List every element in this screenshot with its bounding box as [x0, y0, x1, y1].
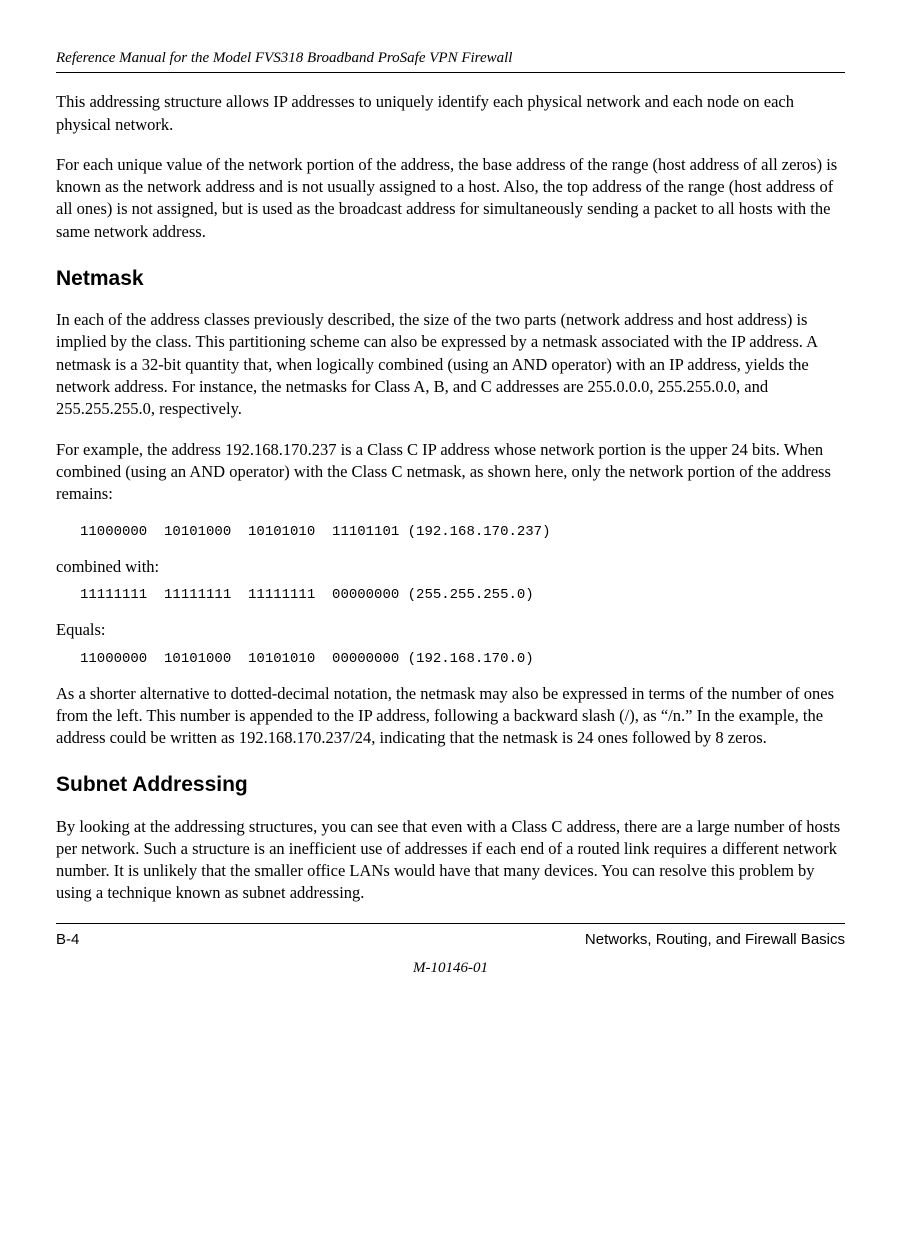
binary-example-line: 11000000 10101000 10101010 00000000 (192… — [56, 650, 845, 669]
body-paragraph: By looking at the addressing structures,… — [56, 816, 845, 905]
running-header: Reference Manual for the Model FVS318 Br… — [56, 48, 845, 68]
body-paragraph: This addressing structure allows IP addr… — [56, 91, 845, 136]
binary-example-line: 11000000 10101000 10101010 11101101 (192… — [56, 523, 845, 542]
header-rule — [56, 72, 845, 73]
chapter-title: Networks, Routing, and Firewall Basics — [585, 930, 845, 950]
body-paragraph: In each of the address classes previousl… — [56, 309, 845, 420]
body-paragraph: Equals: — [56, 619, 845, 641]
page-number: B-4 — [56, 930, 79, 950]
section-heading-subnet: Subnet Addressing — [56, 771, 845, 799]
document-number: M-10146-01 — [56, 958, 845, 978]
footer-rule — [56, 923, 845, 924]
body-paragraph: combined with: — [56, 556, 845, 578]
body-paragraph: As a shorter alternative to dotted-decim… — [56, 683, 845, 750]
section-heading-netmask: Netmask — [56, 265, 845, 293]
footer-row: B-4 Networks, Routing, and Firewall Basi… — [56, 930, 845, 950]
binary-example-line: 11111111 11111111 11111111 00000000 (255… — [56, 586, 845, 605]
body-paragraph: For each unique value of the network por… — [56, 154, 845, 243]
body-paragraph: For example, the address 192.168.170.237… — [56, 439, 845, 506]
